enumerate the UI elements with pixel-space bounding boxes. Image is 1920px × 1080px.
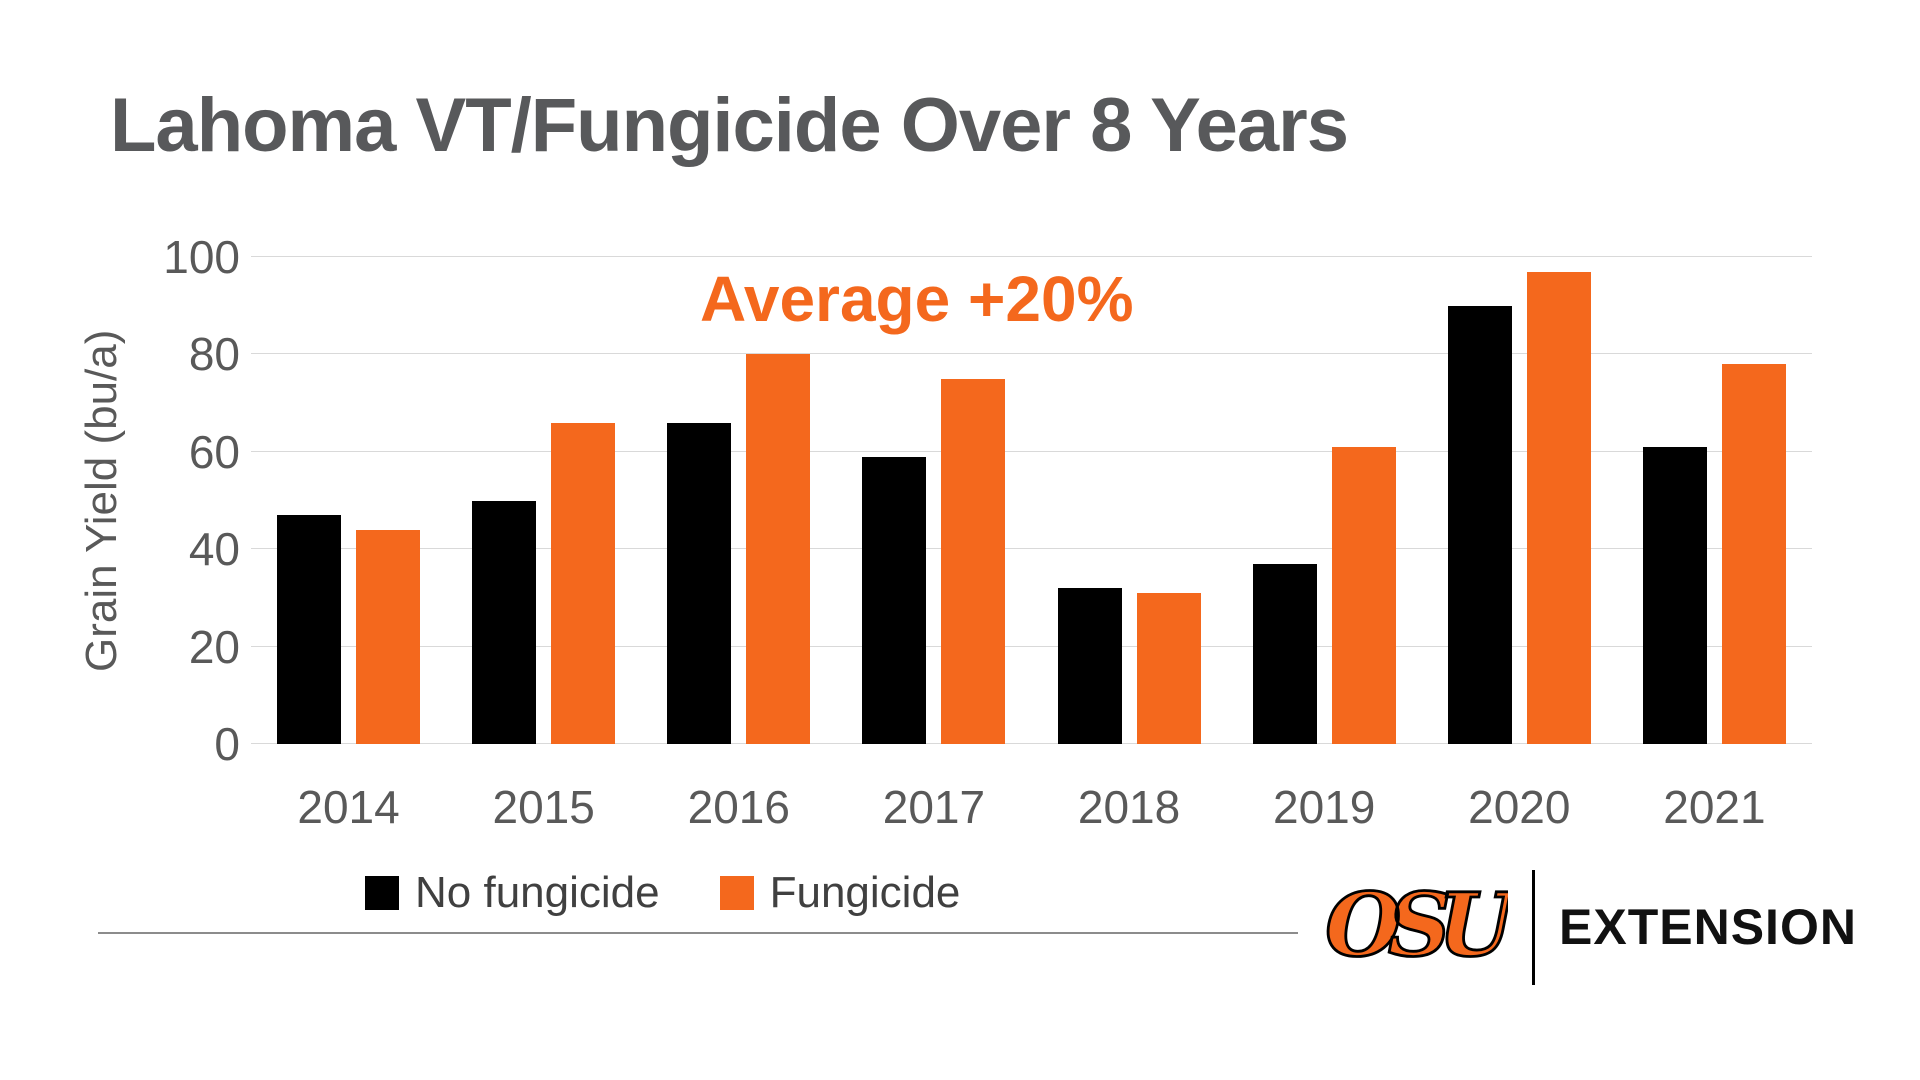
bar-group-2016 <box>641 257 836 744</box>
osu-logo-text: OSU <box>1325 874 1508 977</box>
y-tick-100: 100 <box>163 231 240 283</box>
legend: No fungicide Fungicide <box>365 868 960 918</box>
gridline-20 <box>251 645 1812 647</box>
bar-2014-no-fungicide <box>277 515 342 744</box>
bar-2016-fungicide <box>746 354 811 744</box>
bar-2021-fungicide <box>1721 364 1786 744</box>
bar-group-2015 <box>446 257 641 744</box>
bar-group-2021 <box>1617 257 1812 744</box>
y-tick-80: 80 <box>188 328 240 381</box>
footer-divider-line <box>98 932 1298 934</box>
bar-2019-fungicide <box>1331 446 1396 744</box>
chart-title: Lahoma VT/Fungicide Over 8 Years <box>110 83 1349 168</box>
legend-label-no-fungicide: No fungicide <box>415 868 660 917</box>
bar-2021-no-fungicide <box>1642 446 1707 744</box>
logo-divider-line <box>1532 869 1535 985</box>
bar-2017-fungicide <box>941 378 1006 744</box>
gridline-60 <box>251 450 1812 452</box>
y-tick-20: 20 <box>188 620 240 673</box>
x-tick-2018: 2018 <box>1077 781 1181 833</box>
legend-item-no-fungicide: No fungicide <box>365 868 660 918</box>
legend-item-fungicide: Fungicide <box>719 868 961 918</box>
x-tick-2020: 2020 <box>1468 781 1571 833</box>
x-tick-2019: 2019 <box>1273 781 1376 833</box>
osu-extension-logo: OSU EXTENSION <box>1318 852 1857 1002</box>
y-tick-60: 60 <box>188 425 240 478</box>
bar-group-2014 <box>251 257 446 744</box>
gridlines <box>251 256 1812 744</box>
bar-2016-no-fungicide <box>667 422 732 744</box>
y-axis-tick-labels: 0 20 40 60 80 100 <box>125 234 240 767</box>
plot-area <box>251 256 1812 744</box>
y-tick-40: 40 <box>188 523 240 576</box>
average-annotation: Average +20% <box>700 263 1134 335</box>
bar-group-2019 <box>1227 257 1422 744</box>
x-axis-labels: 2014 2015 2016 2017 2018 2019 2020 2021 <box>251 780 1812 834</box>
x-tick-2015: 2015 <box>492 781 595 833</box>
legend-swatch-fungicide <box>719 876 754 910</box>
bar-2020-no-fungicide <box>1447 305 1512 744</box>
bar-group-2017 <box>836 257 1031 744</box>
x-tick-2016: 2016 <box>687 781 790 833</box>
gridline-0 <box>251 743 1812 744</box>
y-axis-title: Grain Yield (bu/a) <box>77 329 126 672</box>
bar-series-container <box>251 257 1812 744</box>
bar-2015-no-fungicide <box>472 500 537 744</box>
x-tick-2014: 2014 <box>297 781 400 833</box>
bar-2018-fungicide <box>1136 593 1201 744</box>
x-tick-2017: 2017 <box>882 781 986 833</box>
bar-group-2020 <box>1422 257 1617 744</box>
x-tick-2021: 2021 <box>1663 781 1766 833</box>
bar-group-2018 <box>1032 257 1227 744</box>
bar-2015-fungicide <box>551 422 616 744</box>
legend-swatch-no-fungicide <box>365 876 399 910</box>
legend-label-fungicide: Fungicide <box>769 868 961 917</box>
bar-2019-no-fungicide <box>1252 563 1317 744</box>
bar-2020-fungicide <box>1526 271 1591 744</box>
bar-2017-no-fungicide <box>862 456 927 744</box>
y-tick-0: 0 <box>214 718 240 770</box>
gridline-100 <box>251 256 1812 257</box>
osu-logo-icon: OSU <box>1324 872 1508 978</box>
bar-2018-no-fungicide <box>1057 588 1122 744</box>
gridline-80 <box>251 353 1812 355</box>
gridline-40 <box>251 548 1812 550</box>
extension-wordmark: EXTENSION <box>1559 899 1857 955</box>
bar-2014-fungicide <box>356 529 421 744</box>
